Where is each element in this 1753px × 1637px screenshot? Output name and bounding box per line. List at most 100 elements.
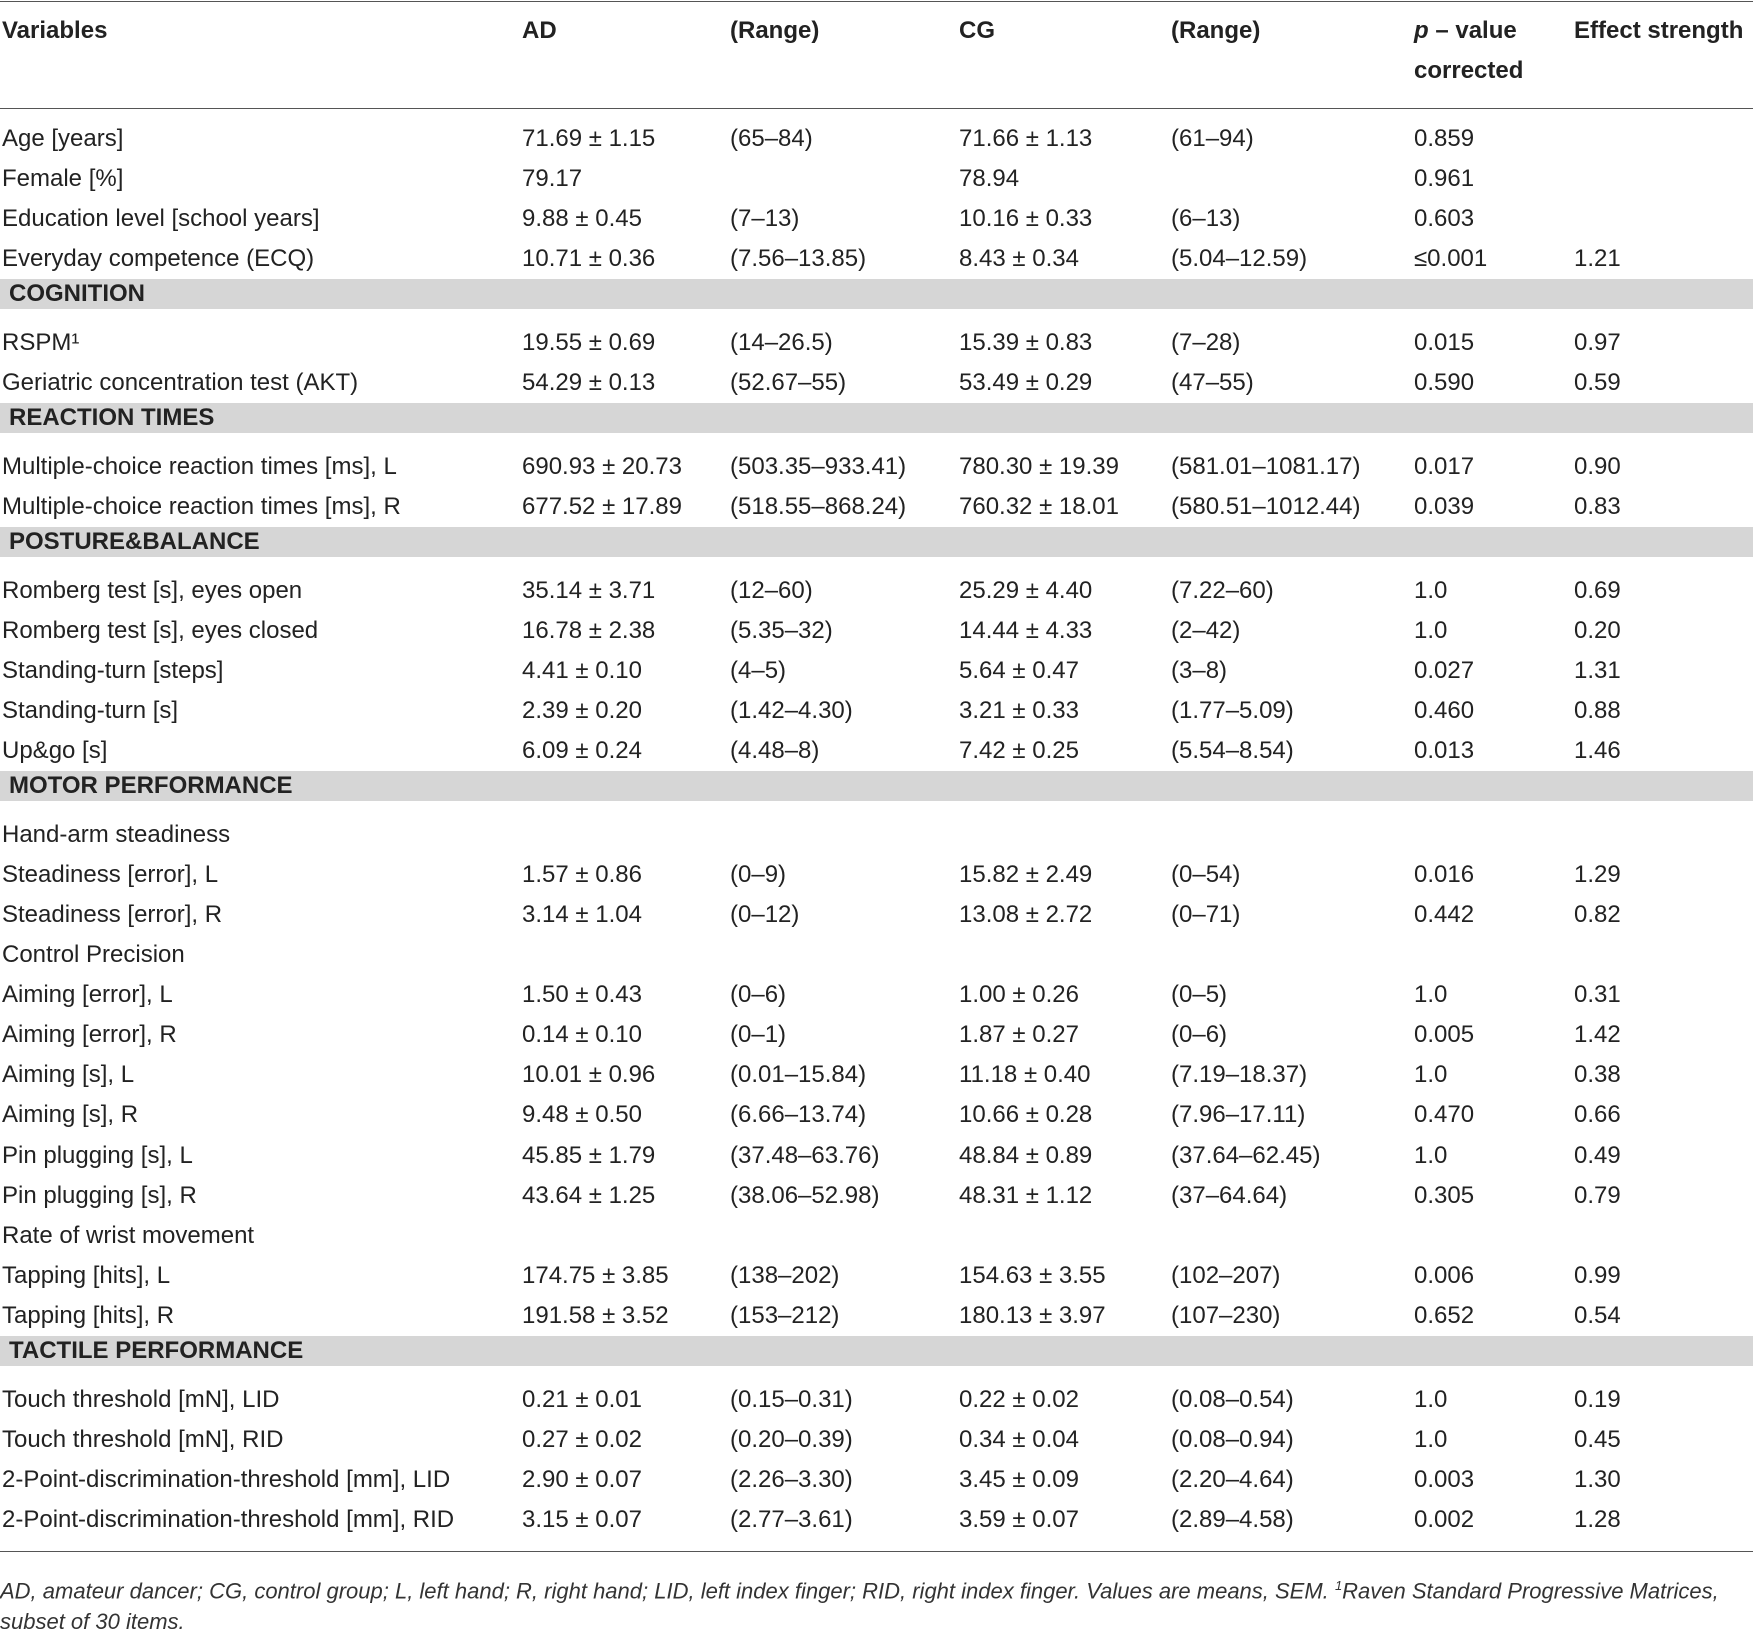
table-cell: (0.08–0.94): [1171, 1425, 1294, 1453]
top-rule: [0, 1, 1753, 2]
table-cell: Tapping [hits], R: [2, 1301, 175, 1329]
table-cell: 8.43 ± 0.34: [959, 245, 1079, 273]
header-cell: p – value corrected: [1414, 11, 1523, 91]
table-row: Steadiness [error], L 1.57 ± 0.86 (0–9) 15.…: [0, 855, 1753, 895]
section-label: COGNITION: [9, 280, 145, 308]
table-cell: 3.45 ± 0.09: [959, 1465, 1079, 1493]
table-cell: 0.013: [1414, 737, 1475, 764]
section-row: COGNITION: [0, 279, 1753, 310]
table-cell: (7.56–13.85): [730, 245, 867, 273]
table-row: Rate of wrist movement: [0, 1216, 1753, 1256]
table-cell: 25.29 ± 4.40: [959, 576, 1093, 604]
table-cell: 48.84 ± 0.89: [959, 1141, 1093, 1169]
table-cell: 0.017: [1414, 452, 1475, 480]
table-cell: Education level [school years]: [2, 205, 320, 233]
table-cell: ≤0.001: [1414, 245, 1488, 273]
table-cell: 3.21 ± 0.33: [959, 696, 1079, 724]
section-row: POSTURE&BALANCE: [0, 527, 1753, 557]
table-cell: (5.54–8.54): [1171, 737, 1294, 764]
table-cell: 0.460: [1414, 696, 1475, 724]
table-cell: 0.45: [1574, 1425, 1621, 1453]
table-cell: 0.961: [1414, 165, 1475, 193]
header-cell: Variables: [2, 17, 108, 44]
table-cell: Touch threshold [mN], LID: [2, 1385, 280, 1413]
table-cell: (107–230): [1171, 1301, 1281, 1329]
table-cell: 1.87 ± 0.27: [959, 1021, 1079, 1049]
table-row: Standing-turn [steps] 4.41 ± 0.10 (4–5) 5.6…: [0, 651, 1753, 691]
table-cell: (0.20–0.39): [730, 1425, 853, 1453]
table-cell: (2–42): [1171, 616, 1241, 644]
table-cell: Aiming [error], R: [2, 1021, 177, 1049]
table-cell: 1.30: [1574, 1465, 1621, 1493]
table-cell: 1.46: [1574, 737, 1621, 764]
table-row: Romberg test [s], eyes open 35.14 ± 3.71 (…: [0, 571, 1753, 611]
table-cell: (7–13): [730, 205, 800, 233]
table-cell: (0.08–0.54): [1171, 1385, 1294, 1413]
table-cell: Aiming [s], L: [2, 1061, 135, 1089]
table-cell: 0.015: [1414, 329, 1475, 356]
table-cell: 1.0: [1414, 1061, 1448, 1089]
table-cell: 0.19: [1574, 1385, 1621, 1413]
table-cell: (0–1): [730, 1021, 787, 1049]
table-cell: 19.55 ± 0.69: [522, 329, 656, 356]
section-row: TACTILE PERFORMANCE: [0, 1336, 1753, 1366]
table-cell: 0.005: [1414, 1021, 1475, 1049]
table-row: 2-Point-discrimination-threshold [mm], L…: [0, 1460, 1753, 1500]
table-cell: 1.0: [1414, 1141, 1448, 1169]
table-row: Everyday competence (ECQ) 10.71 ± 0.36 (7.…: [0, 239, 1753, 279]
bottom-rule: [0, 1551, 1753, 1552]
table-row: Tapping [hits], R 191.58 ± 3.52 (153–212) 1…: [0, 1296, 1753, 1336]
table-cell: Steadiness [error], R: [2, 900, 223, 928]
table-cell: 1.0: [1414, 1425, 1448, 1453]
table-cell: 0.66: [1574, 1101, 1621, 1129]
table-cell: 0.027: [1414, 656, 1475, 684]
table-cell: (503.35–933.41): [730, 452, 907, 480]
table-cell: 1.0: [1414, 1385, 1448, 1413]
table-row: Age [years] 71.69 ± 1.15 (65–84) 71.66 ± 1.…: [0, 119, 1753, 159]
table-cell: Aiming [error], L: [2, 981, 173, 1009]
table-cell: (37.64–62.45): [1171, 1141, 1321, 1169]
table-cell: 10.16 ± 0.33: [959, 205, 1093, 233]
table-cell: (102–207): [1171, 1261, 1281, 1289]
header-italic: p: [1414, 17, 1429, 44]
table-cell: 5.64 ± 0.47: [959, 656, 1079, 684]
table-cell: (4–5): [730, 656, 787, 684]
table-cell: 0.83: [1574, 492, 1621, 520]
table-cell: (7–28): [1171, 329, 1241, 356]
table-cell: 45.85 ± 1.79: [522, 1141, 656, 1169]
table-cell: (7.96–17.11): [1171, 1101, 1306, 1129]
table-cell: 0.79: [1574, 1181, 1621, 1209]
table-cell: 0.603: [1414, 205, 1475, 233]
table-cell: 191.58 ± 3.52: [522, 1301, 669, 1329]
table-cell: 2.39 ± 0.20: [522, 696, 642, 724]
table-cell: (138–202): [730, 1261, 840, 1289]
section-label: TACTILE PERFORMANCE: [9, 1337, 304, 1364]
table-cell: 0.442: [1414, 900, 1475, 928]
table-cell: 0.97: [1574, 329, 1621, 356]
table-cell: 53.49 ± 0.29: [959, 369, 1093, 397]
table-cell: 0.039: [1414, 492, 1475, 520]
table-cell: Control Precision: [2, 941, 185, 968]
table-cell: 6.09 ± 0.24: [522, 737, 642, 764]
table-row: 2-Point-discrimination-threshold [mm], R…: [0, 1500, 1753, 1540]
table-cell: Up&go [s]: [2, 737, 108, 764]
table-cell: (6–13): [1171, 205, 1241, 233]
header-cell: Effect strength: [1574, 17, 1744, 44]
footnote: AD, amateur dancer; CG, control group; L…: [0, 1570, 1753, 1637]
table-cell: (52.67–55): [730, 369, 847, 397]
section-label: MOTOR PERFORMANCE: [9, 772, 293, 800]
table-row: Geriatric concentration test (AKT) 54.29 …: [0, 363, 1753, 403]
table-cell: 10.66 ± 0.28: [959, 1101, 1093, 1129]
table-cell: (153–212): [730, 1301, 840, 1329]
table-cell: 2-Point-discrimination-threshold [mm], L…: [2, 1465, 451, 1493]
footnote-note: Raven Standard Progressive Matrices, sub…: [0, 1578, 1719, 1635]
table-cell: Geriatric concentration test (AKT): [2, 369, 359, 397]
table-cell: 0.38: [1574, 1061, 1621, 1089]
table-row: Pin plugging [s], R 43.64 ± 1.25 (38.06–52…: [0, 1176, 1753, 1216]
table-cell: 14.44 ± 4.33: [959, 616, 1093, 644]
header-line: corrected: [1414, 57, 1524, 84]
header-cell: CG: [959, 17, 995, 44]
table-cell: (0–5): [1171, 981, 1228, 1009]
header-rule: [0, 108, 1753, 109]
